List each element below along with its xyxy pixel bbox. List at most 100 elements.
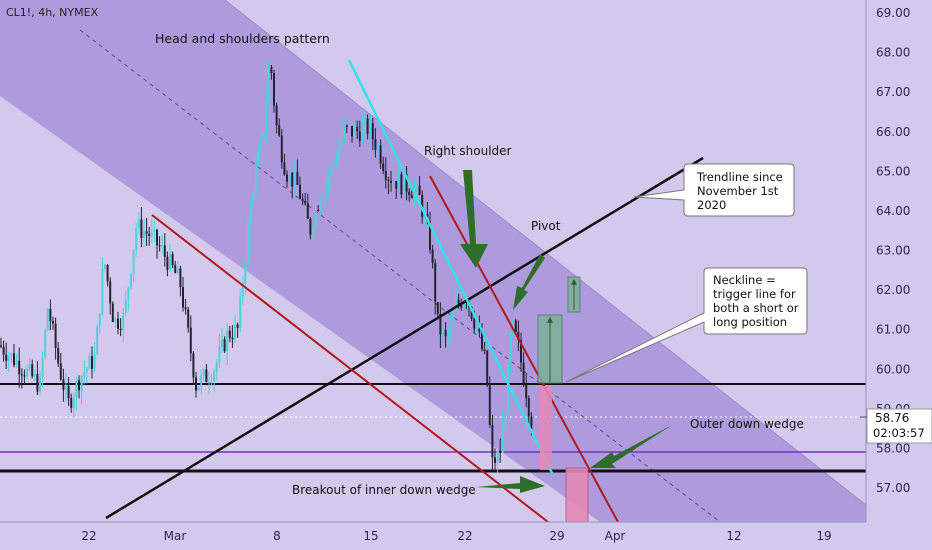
candle-body <box>163 245 166 257</box>
candle-body <box>145 231 148 234</box>
candle-body <box>421 194 424 217</box>
candle-body <box>475 328 478 330</box>
candle-body <box>205 369 208 382</box>
candle-body <box>431 249 434 264</box>
y-tick-label: 57.00 <box>876 481 910 495</box>
candle-body <box>283 162 286 175</box>
candle-body <box>20 374 23 376</box>
candle-body <box>156 229 158 246</box>
candle-body <box>106 264 109 282</box>
candle-body <box>444 329 447 337</box>
candle-body <box>57 348 60 364</box>
candle-body <box>338 147 340 160</box>
candle-body <box>280 135 283 163</box>
candle-body <box>439 313 442 335</box>
candle-body <box>345 125 348 127</box>
candle-body <box>31 364 34 377</box>
candle-body <box>98 313 101 326</box>
candle-body <box>28 364 31 369</box>
candle-body <box>249 205 252 225</box>
candle-body <box>262 131 265 140</box>
candle-body <box>2 346 5 355</box>
candle-body <box>41 357 44 377</box>
candle-body <box>293 172 296 187</box>
candle-body <box>434 263 437 303</box>
candle-body <box>517 331 520 341</box>
candle-body <box>7 356 10 361</box>
candle-body <box>70 398 73 408</box>
last-price-value: 58.76 <box>875 411 909 425</box>
candle-body <box>418 185 421 195</box>
y-axis-ticks: 57.0058.0059.0060.0061.0062.0063.0064.00… <box>876 6 910 495</box>
candle-body <box>501 423 504 453</box>
candle-body <box>522 362 525 385</box>
candle-body <box>101 268 104 314</box>
trendline-callout: Trendline since November 1st 2020 <box>633 163 795 217</box>
y-tick-label: 66.00 <box>876 125 910 139</box>
candle-body <box>122 312 125 330</box>
candle-body <box>80 376 83 391</box>
candle-body <box>442 329 444 335</box>
candle-body <box>273 73 275 106</box>
y-tick-label: 65.00 <box>876 164 910 178</box>
candle-body <box>455 299 457 312</box>
y-tick-label: 64.00 <box>876 204 910 218</box>
neckline-callout-line4: long position <box>713 315 787 329</box>
candle-body <box>374 139 377 150</box>
candle-body <box>189 327 192 354</box>
trendline-callout-line1: Trendline since <box>696 170 783 184</box>
candle-body <box>218 347 221 363</box>
candle-body <box>72 397 75 408</box>
candle-body <box>382 163 385 171</box>
candle-body <box>457 299 460 304</box>
candle-body <box>132 249 135 274</box>
measure-box-pink-lower <box>565 467 589 522</box>
candle-body <box>135 228 138 250</box>
candle-body <box>384 170 387 180</box>
candle-body <box>527 398 530 417</box>
candle-body <box>371 123 374 140</box>
candle-body <box>429 221 431 250</box>
y-tick-label: 63.00 <box>876 244 910 258</box>
candle-body <box>395 181 398 189</box>
candle-body <box>488 385 491 425</box>
symbol-label: CL1!, 4h, NYMEX <box>6 6 99 19</box>
candle-body <box>85 368 88 373</box>
trendline-callout-line3: 2020 <box>697 198 726 212</box>
candle-body <box>88 356 91 369</box>
candle-body <box>392 181 395 183</box>
candle-body <box>270 67 273 74</box>
candle-body <box>312 229 314 235</box>
candle-body <box>202 369 205 376</box>
candle-body <box>140 219 143 239</box>
candle-body <box>75 380 78 398</box>
candle-body <box>130 273 132 288</box>
candle-body <box>67 385 70 399</box>
candle-body <box>44 330 47 358</box>
chart-title: Head and shoulders pattern <box>155 31 330 46</box>
candle-body <box>65 385 67 390</box>
candle-body <box>465 302 468 304</box>
candle-body <box>436 302 439 314</box>
y-axis-panel <box>866 0 932 550</box>
candle-body <box>179 268 182 288</box>
candle-body <box>169 253 171 270</box>
candle-body <box>478 328 481 332</box>
neckline-callout-line3: both a short or <box>713 301 799 315</box>
candle-body <box>13 353 15 366</box>
candle-body <box>221 339 223 348</box>
candle-body <box>10 353 13 357</box>
candle-body <box>124 299 127 313</box>
label-outer-wedge: Outer down wedge <box>690 417 804 431</box>
candle-body <box>473 318 476 329</box>
candle-body <box>332 162 335 166</box>
candle-body <box>174 265 177 274</box>
candle-body <box>530 416 533 430</box>
candle-body <box>111 303 114 323</box>
candle-body <box>114 318 117 323</box>
candle-body <box>210 381 213 383</box>
candle-body <box>358 131 361 142</box>
outer-wedge-upper <box>429 175 619 522</box>
candle-body <box>405 173 408 192</box>
